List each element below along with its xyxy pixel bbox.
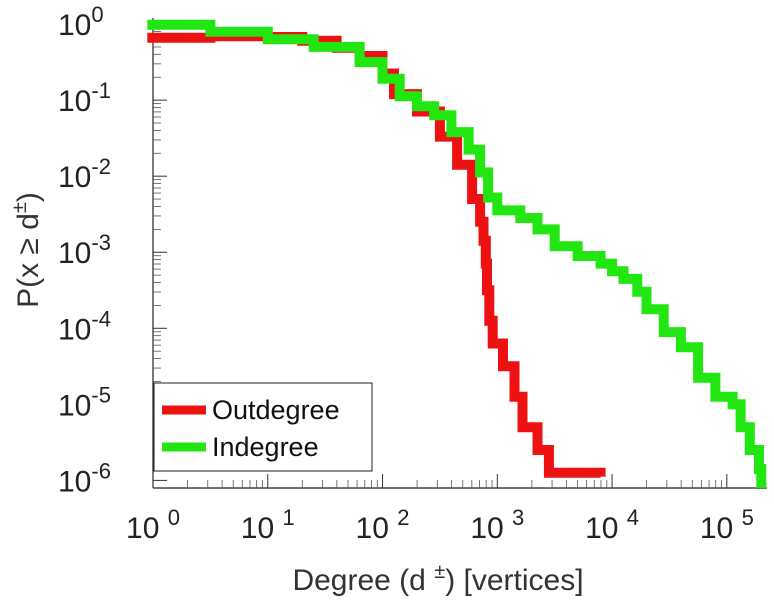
y-tick-label: 10-4 <box>58 306 111 346</box>
legend: Outdegree Indegree <box>153 382 373 472</box>
series-layer <box>147 19 767 488</box>
series-line-indegree <box>147 19 767 488</box>
legend-box <box>153 382 373 472</box>
y-tick-label: 100 <box>58 2 104 42</box>
x-tick-label: 10 5 <box>700 505 754 545</box>
x-tick-labels: 10 0 10 1 10 2 10 3 10 4 10 5 <box>126 505 754 545</box>
legend-label-indegree: Indegree <box>212 432 319 462</box>
x-tick-label: 10 1 <box>241 505 295 545</box>
y-tick-labels: 100 10-1 10-2 10-3 10-4 10-5 10-6 <box>58 2 111 498</box>
y-tick-label: 10-5 <box>58 382 111 422</box>
x-tick-label: 10 4 <box>585 505 639 545</box>
y-tick-label: 10-6 <box>58 458 111 498</box>
x-axis-label: Degree (d ±) [vertices] <box>292 561 583 597</box>
legend-label-outdegree: Outdegree <box>212 395 340 425</box>
y-tick-label: 10-3 <box>58 230 111 270</box>
x-tick-label: 10 0 <box>126 505 180 545</box>
y-axis-label: P(x ≥ d±) <box>9 192 45 308</box>
y-tick-label: 10-1 <box>58 78 111 118</box>
y-tick-label: 10-2 <box>58 154 111 194</box>
x-tick-label: 10 2 <box>356 505 410 545</box>
x-tick-label: 10 3 <box>470 505 524 545</box>
axis-frame <box>152 18 767 489</box>
